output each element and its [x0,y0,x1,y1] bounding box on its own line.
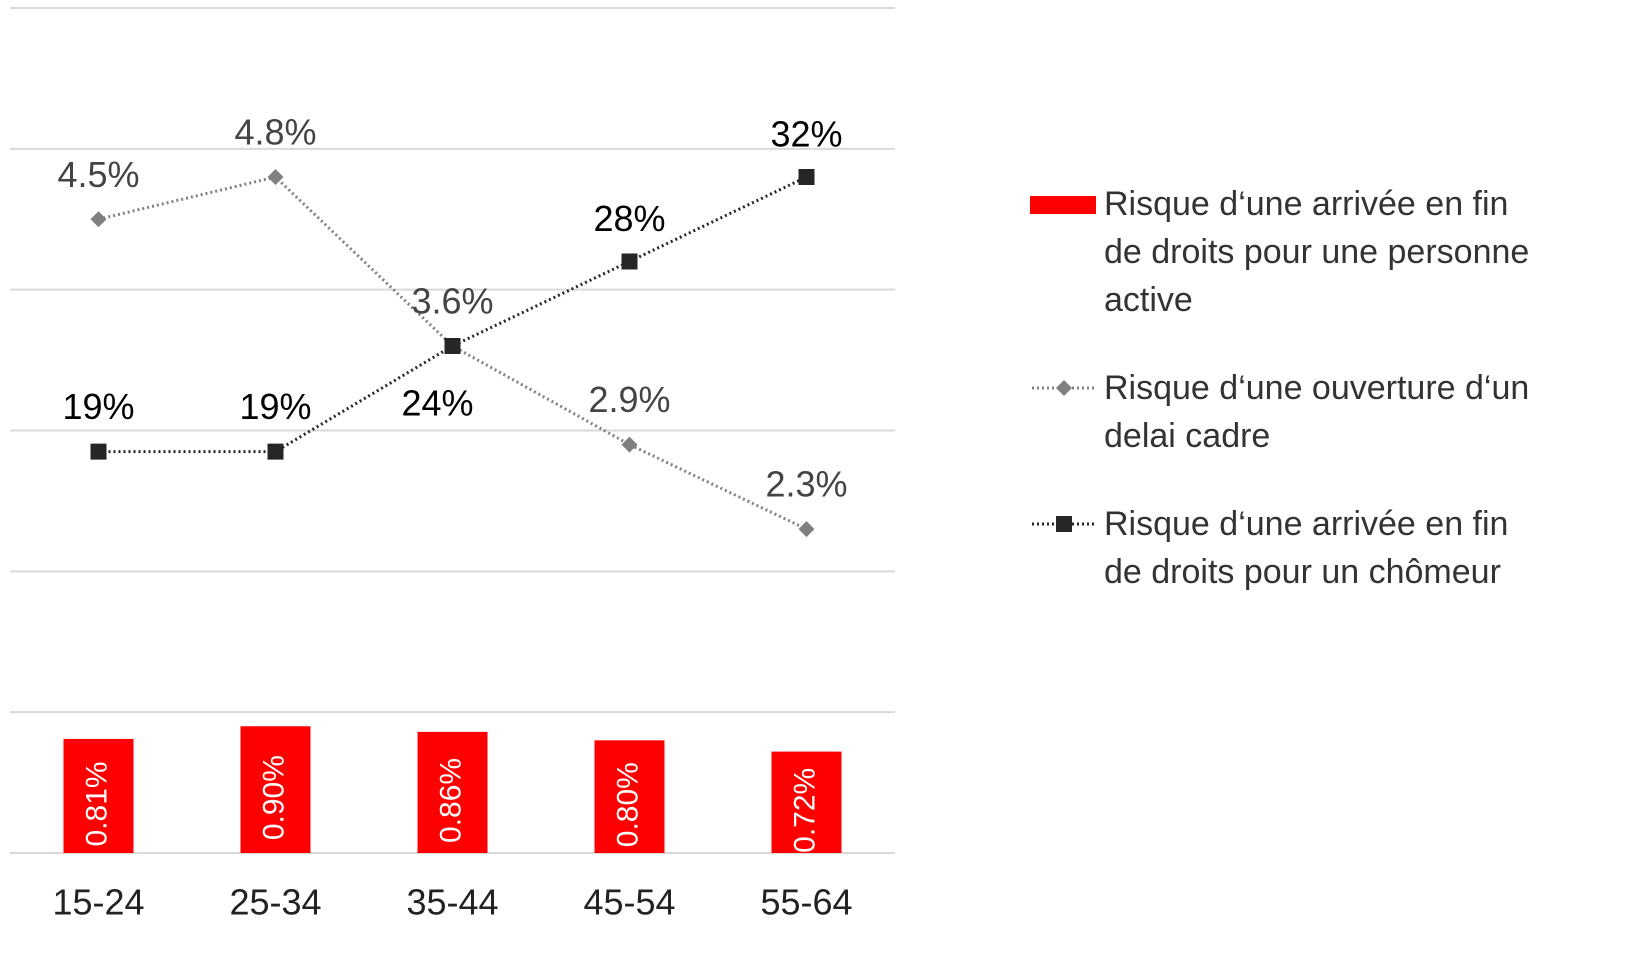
data-label: 2.3% [765,464,847,505]
marker [444,338,461,354]
legend-icon [1030,196,1096,214]
legend-item: Risque d‘une arrivée en fin de droits po… [1030,500,1590,596]
data-label: 0.72% [788,768,821,853]
data-label: 0.86% [434,758,467,843]
bar [771,751,842,853]
marker [621,253,638,270]
legend-icon [1032,516,1096,532]
x-tick-label: 35-44 [406,882,498,923]
chart: 15-24 25-34 35-44 45-54 55-64 0.81% 0.90% 0.86%… [10,7,895,923]
data-label: 0.80% [611,762,644,847]
legend-label: Risque d‘une arrivée en fin de droits po… [1104,185,1530,319]
marker [90,211,107,228]
bar [240,726,311,853]
marker [90,443,107,460]
legend-marker [1056,516,1072,532]
marker [798,169,815,185]
bar [417,731,488,853]
marker [621,436,638,453]
legend-item: Risque d‘une ouverture d‘un delai cadre [1030,364,1590,460]
data-label: 3.6% [411,281,493,322]
data-label: 24% [401,383,473,424]
marker [267,443,284,460]
legend-label: Risque d‘une ouverture d‘un delai cadre [1104,369,1530,455]
data-label: 0.81% [80,761,113,846]
x-tick-label: 15-24 [52,882,144,923]
data-label: 28% [593,198,665,239]
legend-icon [1032,380,1096,396]
bar [594,740,665,853]
marker [267,169,284,185]
data-label: 2.9% [588,379,670,420]
legend-marker [1056,380,1072,396]
marker [798,521,815,538]
legend: Risque d‘une arrivée en fin de droits po… [1030,180,1590,636]
data-label: 4.8% [234,112,316,153]
legend-item: Risque d‘une arrivée en fin de droits po… [1030,180,1590,324]
data-label: 4.5% [57,154,139,195]
data-label: 32% [770,114,842,155]
bar [63,738,134,853]
x-tick-label: 45-54 [583,882,675,923]
legend-swatch [1030,196,1096,214]
data-label: 19% [62,386,134,427]
x-tick-label: 25-34 [229,882,321,923]
x-tick-label: 55-64 [760,882,852,923]
legend-label: Risque d‘une arrivée en fin de droits po… [1104,505,1509,591]
data-label: 19% [239,386,311,427]
data-label: 0.90% [257,755,290,840]
